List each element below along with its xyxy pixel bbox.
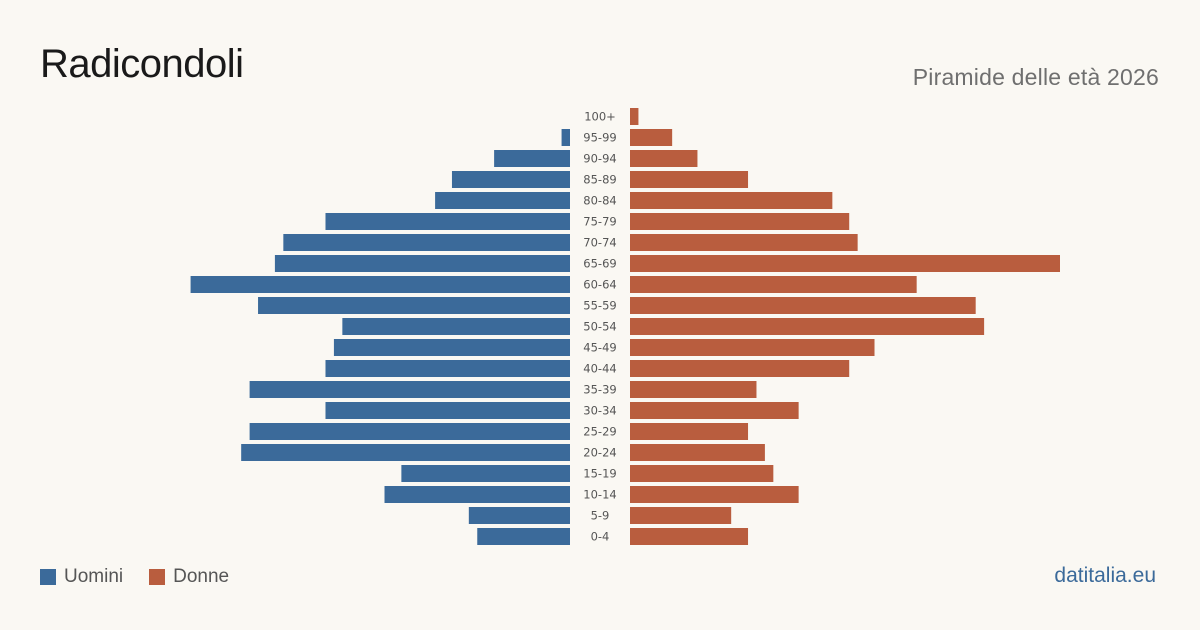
bar-men-75-79	[325, 213, 570, 230]
bar-women-100+	[630, 108, 639, 125]
bar-women-80-84	[630, 192, 833, 209]
legend-label-men: Uomini	[64, 566, 124, 587]
legend-label-women: Donne	[173, 566, 230, 587]
bar-women-0-4	[630, 528, 749, 545]
age-label-95-99: 95-99	[583, 131, 616, 145]
legend: Uomini Donne	[40, 566, 255, 588]
age-label-65-69: 65-69	[583, 257, 616, 271]
chart-subtitle: Piramide delle età 2026	[912, 64, 1159, 90]
age-label-75-79: 75-79	[583, 215, 616, 229]
age-label-90-94: 90-94	[583, 152, 616, 166]
bar-men-65-69	[274, 255, 570, 272]
bar-women-50-54	[630, 318, 985, 335]
bar-women-70-74	[630, 234, 858, 251]
bar-women-45-49	[630, 339, 875, 356]
bar-men-80-84	[435, 192, 570, 209]
bar-women-5-9	[630, 507, 732, 524]
bar-women-15-19	[630, 465, 774, 482]
bar-women-85-89	[630, 171, 749, 188]
bar-men-0-4	[477, 528, 570, 545]
age-label-20-24: 20-24	[583, 446, 616, 460]
bar-men-60-64	[190, 276, 570, 293]
bar-women-55-59	[630, 297, 976, 314]
bar-men-95-99	[561, 129, 570, 146]
legend-item-men: Uomini	[40, 566, 123, 588]
bar-men-45-49	[333, 339, 570, 356]
age-label-10-14: 10-14	[583, 488, 616, 502]
age-label-100+: 100+	[584, 110, 616, 124]
age-label-70-74: 70-74	[583, 236, 616, 250]
bar-men-40-44	[325, 360, 570, 377]
age-label-60-64: 60-64	[583, 278, 616, 292]
age-label-15-19: 15-19	[583, 467, 616, 481]
bar-women-60-64	[630, 276, 917, 293]
age-label-85-89: 85-89	[583, 173, 616, 187]
bar-women-10-14	[630, 486, 799, 503]
bar-men-35-39	[249, 381, 570, 398]
bar-men-85-89	[451, 171, 570, 188]
bar-women-30-34	[630, 402, 799, 419]
bar-men-15-19	[401, 465, 570, 482]
age-label-30-34: 30-34	[583, 404, 616, 418]
age-label-40-44: 40-44	[583, 362, 616, 376]
bar-women-95-99	[630, 129, 673, 146]
bar-men-55-59	[258, 297, 570, 314]
bar-men-50-54	[342, 318, 570, 335]
chart-title: Radicondoli	[40, 42, 244, 86]
legend-swatch-men	[40, 569, 56, 585]
age-label-0-4: 0-4	[591, 530, 610, 544]
legend-swatch-women	[149, 569, 166, 585]
age-label-5-9: 5-9	[591, 509, 610, 523]
age-label-25-29: 25-29	[583, 425, 616, 439]
bar-men-5-9	[468, 507, 570, 524]
source-link[interactable]: datitalia.eu	[1054, 564, 1156, 587]
bar-men-70-74	[283, 234, 570, 251]
bar-men-30-34	[325, 402, 570, 419]
age-label-50-54: 50-54	[583, 320, 616, 334]
age-label-55-59: 55-59	[583, 299, 616, 313]
bar-women-90-94	[630, 150, 698, 167]
bar-men-25-29	[249, 423, 570, 440]
bar-women-20-24	[630, 444, 765, 461]
bar-women-25-29	[630, 423, 749, 440]
bar-women-40-44	[630, 360, 850, 377]
age-label-35-39: 35-39	[583, 383, 616, 397]
age-label-45-49: 45-49	[583, 341, 616, 355]
bar-women-65-69	[630, 255, 1060, 272]
legend-item-women: Donne	[149, 566, 229, 588]
bar-men-10-14	[384, 486, 570, 503]
bar-men-20-24	[241, 444, 571, 461]
bar-men-90-94	[494, 150, 570, 167]
bar-women-75-79	[630, 213, 850, 230]
age-label-80-84: 80-84	[583, 194, 616, 208]
bar-women-35-39	[630, 381, 757, 398]
